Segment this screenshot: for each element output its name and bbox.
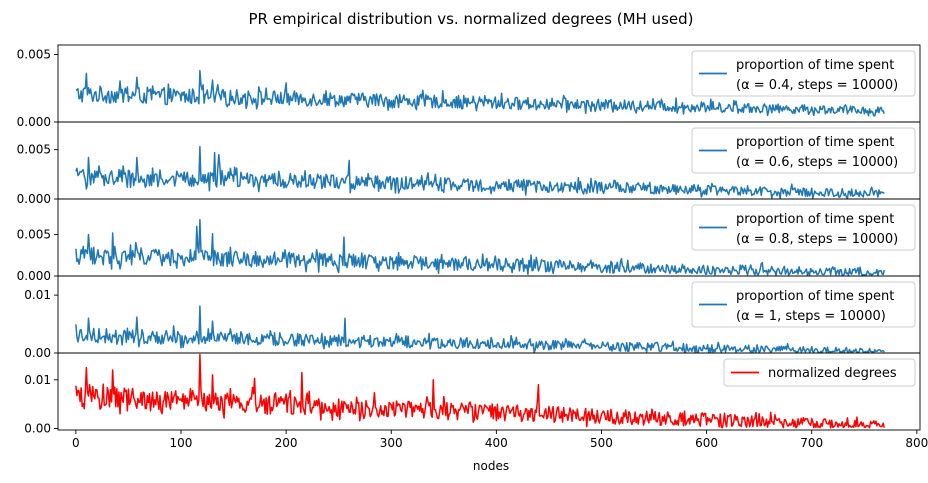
x-tick-label: 500 [590, 436, 613, 450]
series-line [75, 353, 885, 429]
panel-2: 0.000 0.005 proportion of time spent (α = 0… [17, 121, 921, 206]
panel-3: 0.000 0.005 proportion of time spent (α = 0… [17, 198, 921, 283]
x-axis-label: nodes [473, 459, 509, 473]
y-tick-label: 0.01 [24, 288, 51, 302]
axes-frame [57, 352, 921, 431]
x-axis: 0 100 200 300 400 500 600 700 800 [72, 430, 928, 450]
series-line [75, 69, 885, 117]
legend-params: (α = 0.6, steps = 10000) [736, 155, 898, 170]
legend-label: proportion of time spent [736, 289, 894, 304]
series-line [75, 218, 885, 276]
y-tick-label: 0.000 [17, 269, 51, 283]
legend-label: proportion of time spent [736, 212, 894, 227]
x-tick-label: 800 [905, 436, 928, 450]
legend: proportion of time spent (α = 0.4, steps … [691, 50, 916, 97]
legend-box [691, 127, 916, 174]
panel-5: 0.00 0.01 normalized degrees [24, 352, 921, 436]
x-tick-label: 0 [72, 436, 80, 450]
legend: proportion of time spent (α = 0.8, steps … [691, 204, 916, 251]
x-tick-label: 600 [695, 436, 718, 450]
y-tick-label: 0.005 [17, 143, 51, 157]
legend-params: (α = 0.4, steps = 10000) [736, 78, 898, 93]
legend-label: proportion of time spent [736, 135, 894, 150]
series-line [75, 305, 885, 353]
x-tick-label: 200 [275, 436, 298, 450]
y-tick-label: 0.000 [17, 192, 51, 206]
legend: proportion of time spent (α = 1, steps = … [691, 281, 916, 328]
legend-box [723, 358, 916, 387]
y-tick-label: 0.005 [17, 228, 51, 242]
figure-title: PR empirical distribution vs. normalized… [249, 10, 694, 28]
x-tick-label: 700 [800, 436, 823, 450]
y-tick-label: 0.00 [24, 422, 51, 436]
legend: proportion of time spent (α = 0.6, steps … [691, 127, 916, 174]
legend: normalized degrees [723, 358, 916, 387]
legend-box [691, 281, 916, 328]
y-tick-label: 0.01 [24, 373, 51, 387]
legend-box [691, 204, 916, 251]
panel-4: 0.00 0.01 proportion of time spent (α = 1, … [24, 275, 921, 360]
panel-1: 0.000 0.005 proportion of time spent (α = 0… [17, 44, 921, 129]
legend-params: (α = 1, steps = 10000) [736, 309, 886, 324]
legend-box [691, 50, 916, 97]
y-tick-label: 0.000 [17, 115, 51, 129]
series-line [75, 145, 885, 199]
x-tick-label: 100 [170, 436, 193, 450]
x-tick-label: 300 [380, 436, 403, 450]
panels: 0.000 0.005 proportion of time spent (α = 0… [17, 44, 921, 436]
legend-params: (α = 0.8, steps = 10000) [736, 232, 898, 247]
y-tick-label: 0.005 [17, 47, 51, 61]
legend-label: normalized degrees [768, 366, 897, 381]
y-tick-label: 0.00 [24, 346, 51, 360]
x-tick-label: 400 [485, 436, 508, 450]
legend-label: proportion of time spent [736, 58, 894, 73]
